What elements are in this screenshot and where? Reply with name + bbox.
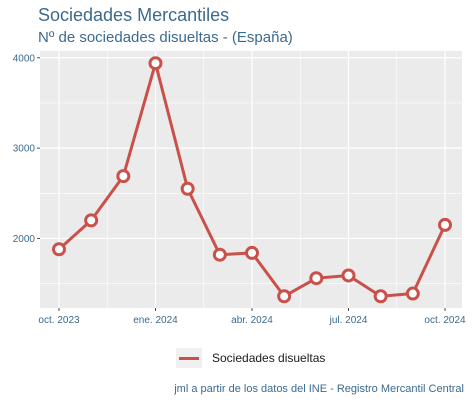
y-axis-labels: 2000 3000 4000 [13, 53, 36, 245]
axis-ticks [37, 57, 446, 311]
x-tick-label: abr. 2024 [231, 315, 273, 326]
chart-title: Sociedades Mercantiles [38, 5, 230, 25]
data-point [245, 245, 259, 260]
legend-label: Sociedades disueltas [212, 351, 326, 365]
data-point [84, 213, 99, 228]
major-gridlines [40, 51, 462, 308]
chart-caption: jml a partir de los datos del INE - Regi… [174, 383, 464, 395]
data-point [148, 56, 163, 71]
y-tick-label: 4000 [13, 53, 36, 64]
legend-swatch [176, 348, 202, 368]
data-point [438, 217, 452, 232]
legend: Sociedades disueltas [176, 348, 325, 368]
x-tick-label: ene. 2024 [133, 315, 178, 326]
plot-panel [40, 51, 462, 308]
data-point [52, 242, 66, 257]
x-tick-label: oct. 2023 [38, 315, 80, 326]
x-axis-labels: oct. 2023 ene. 2024 abr. 2024 jul. 2024 oct.… [38, 315, 466, 326]
data-point [180, 181, 195, 196]
data-point [277, 289, 292, 304]
y-tick-label: 3000 [13, 144, 36, 155]
chart-subtitle: Nº de sociedades disueltas - (España) [38, 29, 293, 46]
data-point [405, 286, 420, 301]
data-point [373, 289, 388, 304]
y-tick-label: 2000 [13, 234, 36, 245]
data-point [341, 268, 356, 283]
x-tick-label: oct. 2024 [424, 315, 466, 326]
data-point [116, 169, 131, 184]
series-group [52, 56, 452, 304]
data-point [309, 271, 324, 286]
data-point [212, 247, 227, 262]
legend-line-key [179, 356, 199, 360]
x-tick-label: jul. 2024 [329, 315, 368, 326]
